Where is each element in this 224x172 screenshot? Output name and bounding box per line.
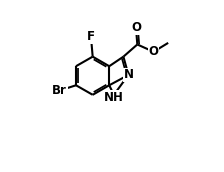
Text: NH: NH (104, 91, 124, 104)
Text: N: N (123, 68, 134, 81)
Text: F: F (87, 30, 95, 43)
Text: Br: Br (52, 84, 67, 97)
Text: O: O (131, 21, 141, 34)
Text: O: O (149, 45, 159, 58)
